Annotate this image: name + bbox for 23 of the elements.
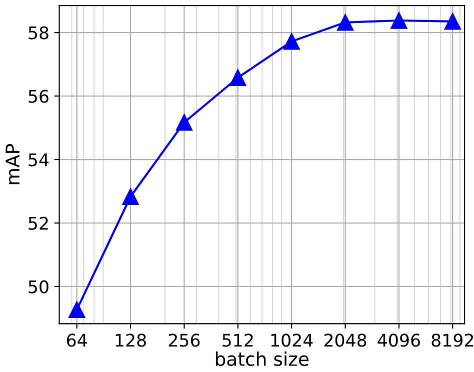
x-tick-label: 64 bbox=[67, 334, 87, 347]
y-tick-label: 52 bbox=[28, 216, 48, 230]
point bbox=[390, 12, 408, 29]
point bbox=[444, 13, 461, 30]
x-axis-title: batch size bbox=[216, 352, 309, 366]
x-tick-label: 2048 bbox=[324, 334, 366, 347]
x-tick-label: 1024 bbox=[271, 334, 313, 347]
y-tick-label: 54 bbox=[28, 153, 49, 166]
x-tick-label: 4096 bbox=[378, 334, 420, 347]
point bbox=[336, 14, 354, 31]
y-tick-label: 56 bbox=[28, 90, 48, 103]
point bbox=[230, 69, 246, 86]
point bbox=[176, 114, 193, 131]
x-tick-label: 8192 bbox=[432, 334, 473, 347]
y-tick-label: 50 bbox=[28, 280, 48, 294]
point bbox=[122, 188, 139, 206]
point bbox=[283, 33, 300, 50]
x-tick-label: 128 bbox=[116, 334, 146, 347]
y-tick-label: 58 bbox=[28, 26, 48, 40]
x-tick-label: 256 bbox=[168, 334, 200, 347]
y-axis-title: mAP bbox=[6, 144, 20, 184]
point bbox=[68, 301, 86, 318]
x-tick-label: 512 bbox=[222, 334, 253, 347]
